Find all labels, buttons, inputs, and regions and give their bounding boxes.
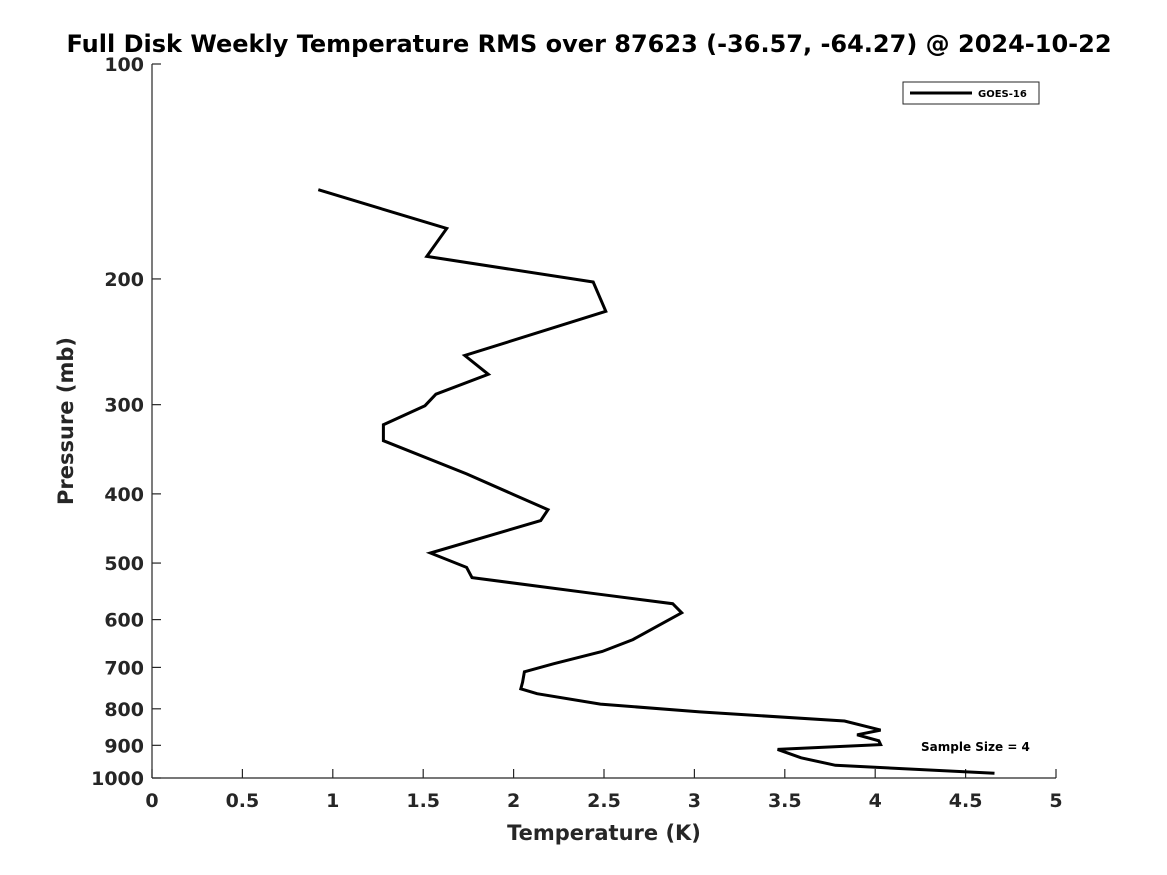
series-layer	[317, 188, 995, 775]
y-tick-label: 700	[104, 657, 144, 679]
y-tick-label: 900	[104, 735, 144, 757]
legend-label-goes-16: GOES-16	[978, 89, 1027, 100]
x-tick-label: 0.5	[226, 790, 260, 812]
y-ticks: 100 200 300 400 500 600 700 800 900 1000	[91, 54, 161, 790]
chart-title: Full Disk Weekly Temperature RMS over 87…	[66, 30, 1111, 58]
sample-size-annotation: Sample Size = 4	[921, 740, 1030, 754]
y-tick-label: 100	[104, 54, 144, 76]
x-axis-label: Temperature (K)	[507, 821, 701, 845]
x-tick-label: 3.5	[768, 790, 802, 812]
x-ticks: 0 0.5 1 1.5 2 2.5 3 3.5 4 4.5 5	[145, 769, 1063, 812]
y-tick-label: 1000	[91, 768, 144, 790]
x-tick-label: 0	[145, 790, 158, 812]
x-tick-label: 5	[1049, 790, 1062, 812]
legend: GOES-16	[902, 81, 1040, 105]
x-tick-label: 1	[326, 790, 339, 812]
x-tick-label: 4.5	[949, 790, 983, 812]
x-tick-label: 1.5	[406, 790, 440, 812]
x-tick-label: 2.5	[587, 790, 621, 812]
x-tick-label: 4	[869, 790, 882, 812]
y-tick-label: 500	[104, 553, 144, 575]
x-tick-label: 3	[688, 790, 701, 812]
y-tick-label: 400	[104, 484, 144, 506]
y-tick-label: 600	[104, 610, 144, 632]
y-axis-label: Pressure (mb)	[54, 337, 78, 505]
plot-area: 0 0.5 1 1.5 2 2.5 3 3.5 4 4.5 5 100 200 300 400 500 600…	[91, 54, 1063, 812]
series-line-goes-16	[317, 188, 995, 775]
y-tick-label: 300	[104, 395, 144, 417]
x-tick-label: 2	[507, 790, 520, 812]
y-tick-label: 200	[104, 269, 144, 291]
y-tick-label: 800	[104, 699, 144, 721]
